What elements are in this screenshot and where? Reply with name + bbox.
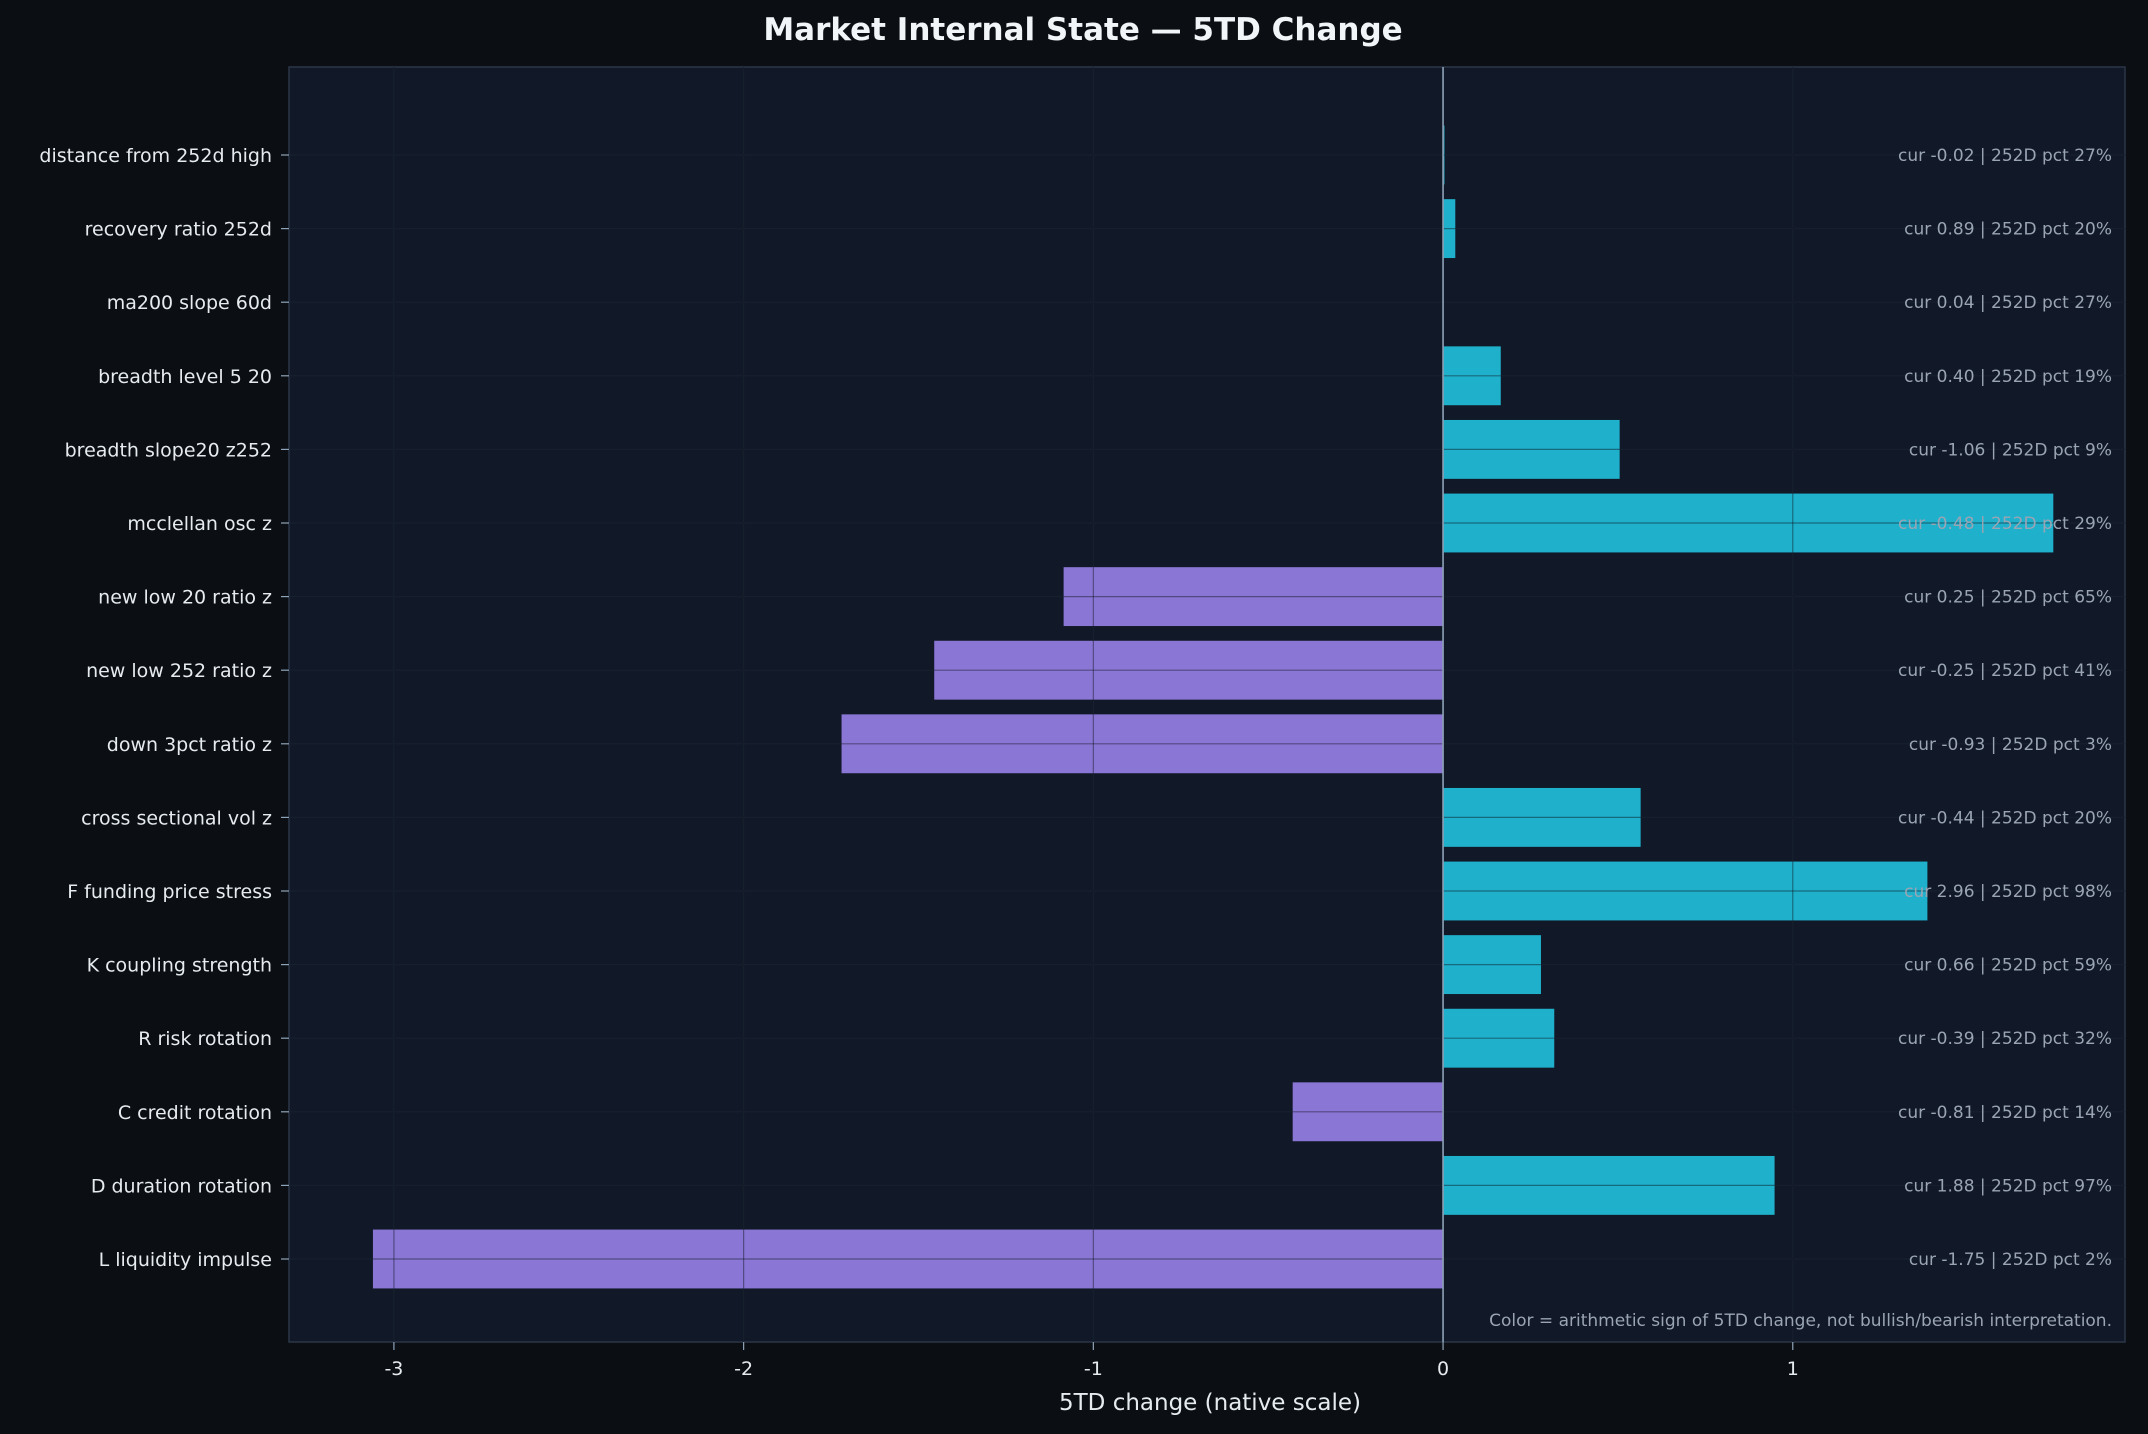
- bar: [1443, 787, 1641, 847]
- annotation-layer: cur -0.02 | 252D pct 27% cur 0.89 | 252D …: [1898, 146, 2112, 1270]
- bar: [1443, 861, 1928, 921]
- y-tick-label: ma200 slope 60d: [107, 292, 272, 314]
- bar-annotation: cur -0.25 | 252D pct 41%: [1898, 661, 2112, 681]
- bar: [841, 714, 1444, 774]
- x-tick-label: -1: [1084, 1358, 1103, 1380]
- bar-annotation: cur 0.04 | 252D pct 27%: [1904, 293, 2112, 313]
- bar: [372, 1229, 1444, 1289]
- bar: [1292, 1082, 1444, 1142]
- y-tick-label: recovery ratio 252d: [85, 219, 272, 241]
- x-axis-label: 5TD change (native scale): [1059, 1390, 1361, 1416]
- bar-annotation: cur -0.48 | 252D pct 29%: [1898, 514, 2112, 534]
- y-tick-label: down 3pct ratio z: [107, 734, 272, 756]
- bar-annotation: cur -0.81 | 252D pct 14%: [1898, 1103, 2112, 1123]
- bar-annotation: cur 2.96 | 252D pct 98%: [1904, 882, 2112, 902]
- bar-annotation: cur -0.02 | 252D pct 27%: [1898, 146, 2112, 166]
- y-tick-label: C credit rotation: [118, 1102, 272, 1124]
- y-tick-label: breadth slope20 z252: [65, 439, 272, 461]
- bar-annotation: cur 0.66 | 252D pct 59%: [1904, 956, 2112, 976]
- y-tick-label: D duration rotation: [91, 1175, 272, 1197]
- bar-annotation: cur 0.89 | 252D pct 20%: [1904, 220, 2112, 240]
- bar: [934, 640, 1444, 700]
- y-axis-labels: distance from 252d high recovery ratio 25…: [39, 145, 289, 1271]
- bar: [1443, 1008, 1555, 1068]
- plot-area: [288, 66, 2126, 1343]
- bar: [1443, 419, 1620, 479]
- bar-annotation: cur 1.88 | 252D pct 97%: [1904, 1176, 2112, 1196]
- bar: [1443, 493, 2054, 553]
- bar: [1443, 199, 1456, 259]
- bar: [1443, 1155, 1775, 1215]
- y-tick-label: new low 20 ratio z: [98, 587, 272, 609]
- x-tick-label: 0: [1437, 1358, 1449, 1380]
- bar: [1443, 935, 1541, 995]
- y-tick-label: new low 252 ratio z: [86, 660, 272, 682]
- x-axis-ticks: -3 -2 -1 0 1: [384, 1342, 1799, 1380]
- y-tick-label: L liquidity impulse: [99, 1249, 272, 1271]
- x-tick-label: -2: [734, 1358, 753, 1380]
- bar-annotation: cur -0.39 | 252D pct 32%: [1898, 1029, 2112, 1049]
- bar-annotation: cur -1.06 | 252D pct 9%: [1909, 440, 2112, 460]
- bar-annotation: cur -0.44 | 252D pct 20%: [1898, 808, 2112, 828]
- bar-annotation: cur 0.25 | 252D pct 65%: [1904, 588, 2112, 608]
- x-tick-label: -3: [384, 1358, 403, 1380]
- y-tick-label: breadth level 5 20: [98, 366, 272, 388]
- bars-layer: [372, 125, 2054, 1289]
- bar-annotation: cur -1.75 | 252D pct 2%: [1909, 1250, 2112, 1270]
- y-tick-label: K coupling strength: [87, 955, 272, 977]
- x-tick-label: 1: [1787, 1358, 1799, 1380]
- bar: [1063, 567, 1444, 627]
- y-tick-label: F funding price stress: [67, 881, 272, 903]
- y-tick-label: cross sectional vol z: [81, 807, 272, 829]
- y-tick-label: R risk rotation: [138, 1028, 272, 1050]
- chart-title: Market Internal State — 5TD Change: [763, 12, 1402, 48]
- y-tick-label: mcclellan osc z: [127, 513, 272, 535]
- bar-annotation: cur 0.40 | 252D pct 19%: [1904, 367, 2112, 387]
- y-tick-label: distance from 252d high: [39, 145, 272, 167]
- chart-note: Color = arithmetic sign of 5TD change, n…: [1489, 1311, 2112, 1331]
- bar-annotation: cur -0.93 | 252D pct 3%: [1909, 735, 2112, 755]
- bar: [1443, 346, 1501, 406]
